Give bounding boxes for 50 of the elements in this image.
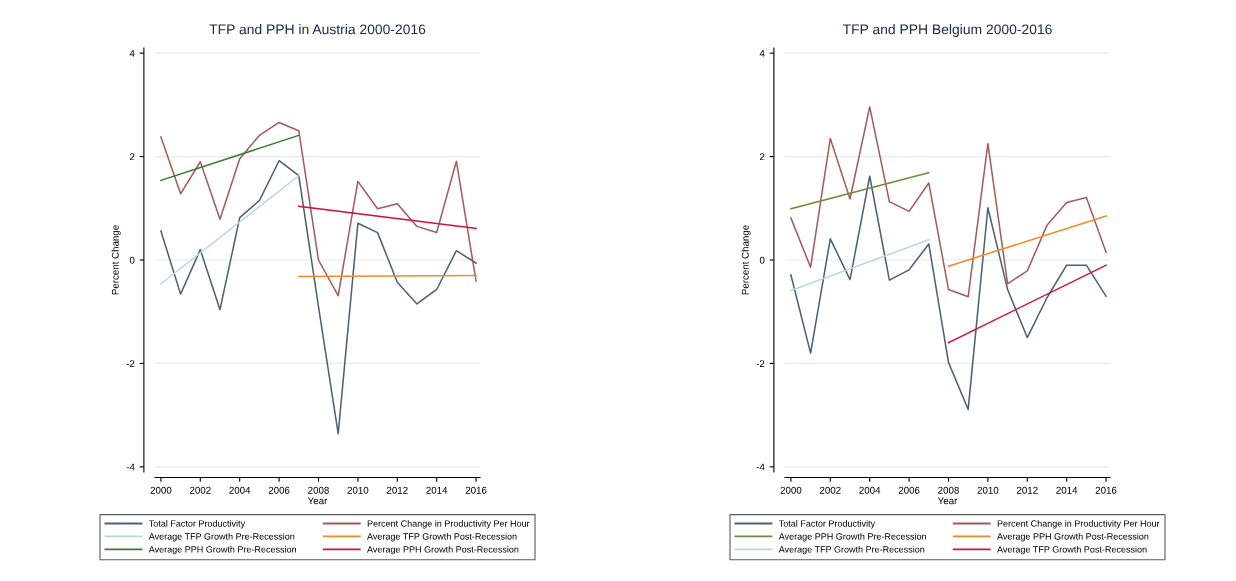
x-tick-label: 2002 [819,486,841,494]
x-tick-label: 2016 [465,486,487,494]
y-tick-label: 4 [759,50,765,57]
x-tick-label: 2014 [1056,486,1078,494]
legend-label: Average PPH Growth Pre-Recession [778,533,927,542]
legend-label: Average PPH Growth Post-Recession [367,545,519,555]
legend-label: Average PPH Growth Pre-Recession [148,545,297,555]
y-tick-label: -4 [126,463,135,471]
x-tick-label: 2008 [938,486,959,494]
x-tick-label: 2016 [1095,486,1117,494]
y-tick-label: 2 [759,153,765,161]
line-series [790,175,1107,411]
legend-label: Average TFP Growth Pre-Recession [778,545,925,555]
line-series [790,106,1107,298]
line-series [160,159,477,435]
legend-label: Average TFP Growth Post-Recession [997,545,1147,555]
legend-label: Average PPH Growth Post-Recession [997,533,1149,542]
x-tick-label: 2014 [426,486,448,494]
y-tick-label: 0 [129,256,135,264]
x-axis-title: Year [307,497,328,505]
x-tick-label: 2010 [347,486,369,494]
legend-label: Average TFP Growth Post-Recession [367,533,517,542]
y-tick-label: -2 [126,360,135,367]
chart-title: TFP and PPH in Austria 2000-2016 [209,24,426,35]
legend-label: Percent Change in Productivity Per Hour [367,520,530,529]
x-tick-label: 2002 [189,486,211,494]
x-tick-label: 2000 [150,486,172,494]
x-tick-label: 2000 [780,486,802,494]
x-tick-label: 2006 [898,486,920,494]
y-tick-label: -4 [756,463,765,471]
chart-title: TFP and PPH Belgium 2000-2016 [842,24,1052,37]
y-tick-label: 4 [129,50,135,57]
x-tick-label: 2012 [1016,486,1038,494]
x-tick-label: 2004 [229,486,251,494]
y-axis-title: Percent Change [741,225,751,295]
x-tick-label: 2010 [977,486,999,494]
legend-label: Total Factor Productivity [148,520,246,529]
legend-label: Total Factor Productivity [778,520,876,529]
x-tick-label: 2008 [308,486,329,494]
x-tick-label: 2012 [386,486,408,494]
legend-label: Percent Change in Productivity Per Hour [997,520,1160,529]
line-series [160,121,477,297]
x-tick-label: 2006 [268,486,290,494]
legend-label: Average TFP Growth Pre-Recession [148,533,295,542]
y-axis-title: Percent Change [111,225,121,295]
x-tick-label: 2004 [859,486,881,494]
y-tick-label: 0 [759,256,765,264]
y-tick-label: 2 [129,153,135,161]
y-tick-label: -2 [756,360,765,367]
x-axis-title: Year [937,497,958,505]
